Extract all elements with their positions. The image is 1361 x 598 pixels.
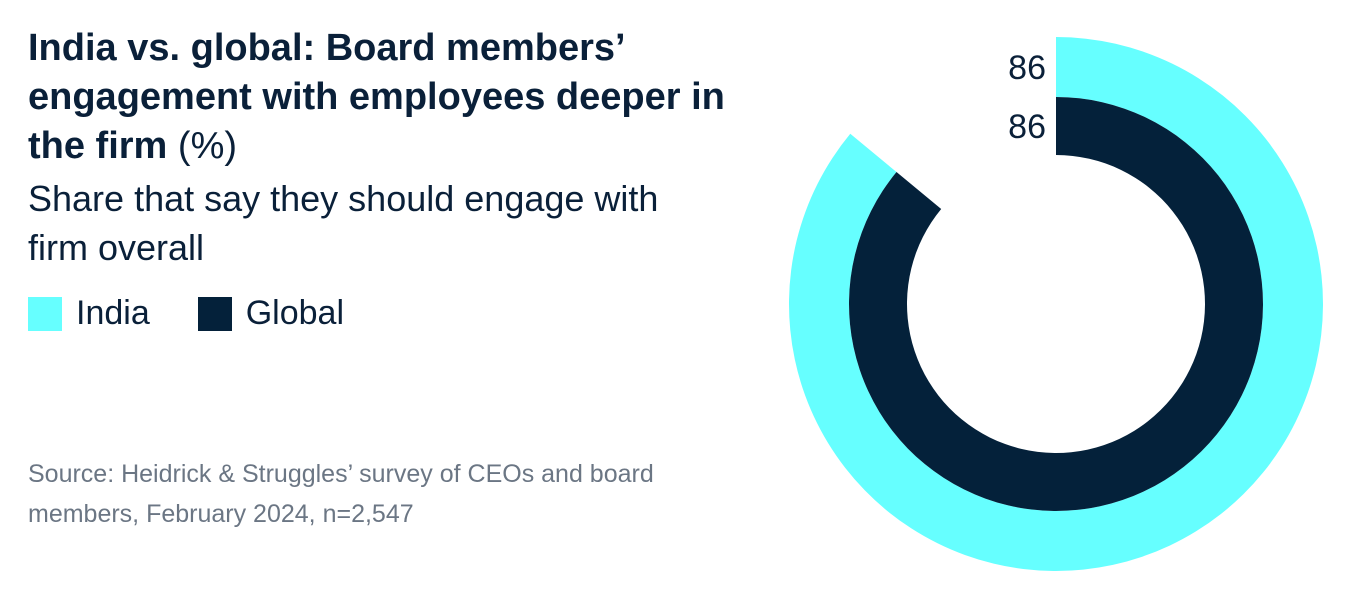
chart-title: India vs. global: Board members’ engagem… bbox=[28, 24, 728, 171]
value-label-india: 86 bbox=[1008, 49, 1046, 87]
legend-swatch-india bbox=[28, 296, 62, 331]
chart-title-main: India vs. global: Board members’ engagem… bbox=[28, 27, 725, 167]
legend-item-global: Global bbox=[197, 294, 345, 333]
legend-swatch-global bbox=[197, 296, 232, 331]
source-note: Source: Heidrick & Struggles’ survey of … bbox=[28, 460, 654, 528]
legend-label-global: Global bbox=[245, 294, 345, 332]
legend-item-india: India bbox=[28, 294, 150, 333]
value-label-global: 86 bbox=[1008, 108, 1046, 146]
chart-subtitle: Share that say they should engage with f… bbox=[28, 178, 659, 268]
legend: India Global bbox=[28, 294, 392, 333]
legend-label-india: India bbox=[76, 294, 150, 332]
chart-title-unit: (%) bbox=[177, 125, 238, 167]
arc-global bbox=[849, 97, 1263, 511]
